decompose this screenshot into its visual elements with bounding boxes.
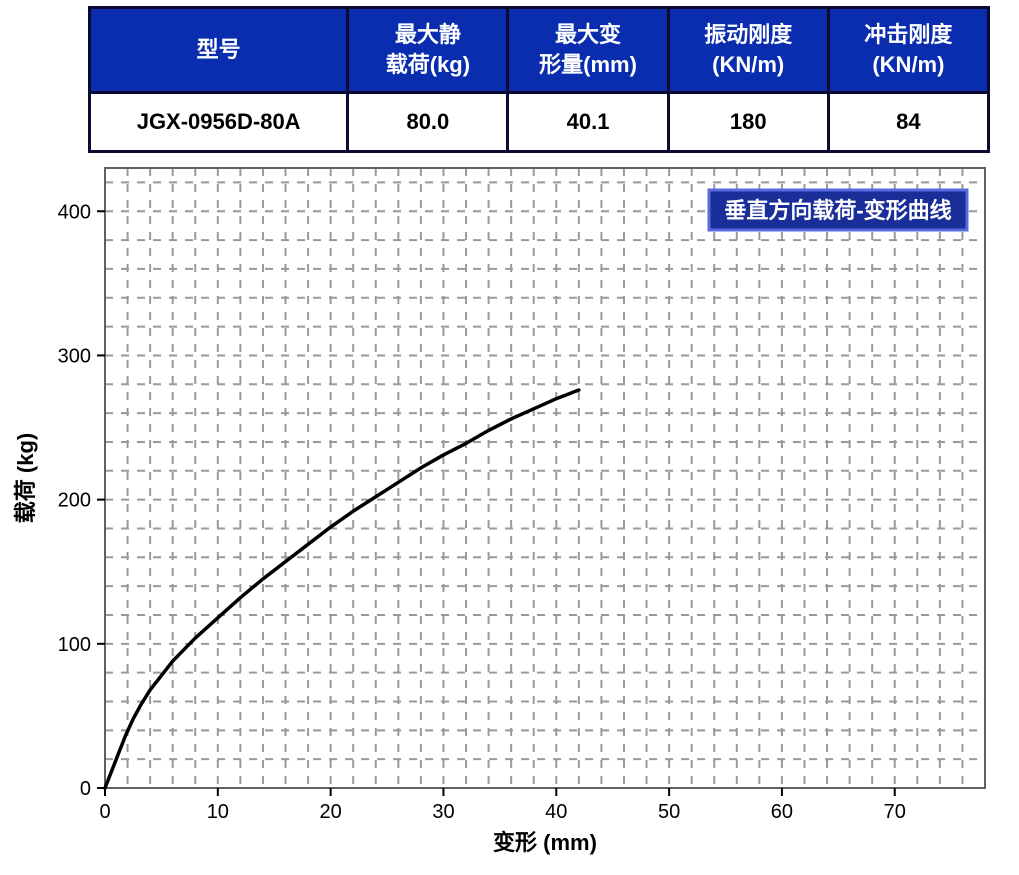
plot-area: [105, 168, 985, 788]
table-cell: JGX-0956D-80A: [90, 93, 348, 152]
table-cell: 84: [828, 93, 988, 152]
x-tick-label: 60: [771, 801, 793, 823]
y-tick-label: 200: [58, 490, 91, 512]
load-deflection-chart: 0 10 20 30 40 50 60 70 0 100 200 300 400 变形 (mm) 载荷 (k…: [0, 160, 1019, 875]
x-tick-label: 50: [658, 801, 680, 823]
x-tick-label: 30: [432, 801, 454, 823]
x-tick-label: 20: [320, 801, 342, 823]
y-tick-label: 100: [58, 634, 91, 656]
x-axis-label: 变形 (mm): [493, 830, 597, 855]
table-header-cell: 型号: [90, 8, 348, 93]
table-header-cell: 冲击刚度(KN/m): [828, 8, 988, 93]
table-header-cell: 最大静载荷(kg): [348, 8, 508, 93]
legend-label: 垂直方向载荷-变形曲线: [724, 198, 951, 223]
table-cell: 180: [668, 93, 828, 152]
y-tick-label: 0: [80, 778, 91, 800]
spec-table: 型号最大静载荷(kg)最大变形量(mm)振动刚度(KN/m)冲击刚度(KN/m)…: [88, 6, 990, 153]
y-tick-label: 300: [58, 345, 91, 367]
y-axis-label: 载荷 (kg): [13, 433, 38, 523]
table-data-row: JGX-0956D-80A80.040.118084: [90, 93, 989, 152]
table-cell: 80.0: [348, 93, 508, 152]
table-header-cell: 最大变形量(mm): [508, 8, 668, 93]
x-tick-label: 0: [99, 801, 110, 823]
table-cell: 40.1: [508, 93, 668, 152]
table-header-row: 型号最大静载荷(kg)最大变形量(mm)振动刚度(KN/m)冲击刚度(KN/m): [90, 8, 989, 93]
table-header-cell: 振动刚度(KN/m): [668, 8, 828, 93]
y-tick-label: 400: [58, 201, 91, 223]
x-tick-label: 40: [545, 801, 567, 823]
x-tick-label: 70: [884, 801, 906, 823]
x-tick-label: 10: [207, 801, 229, 823]
